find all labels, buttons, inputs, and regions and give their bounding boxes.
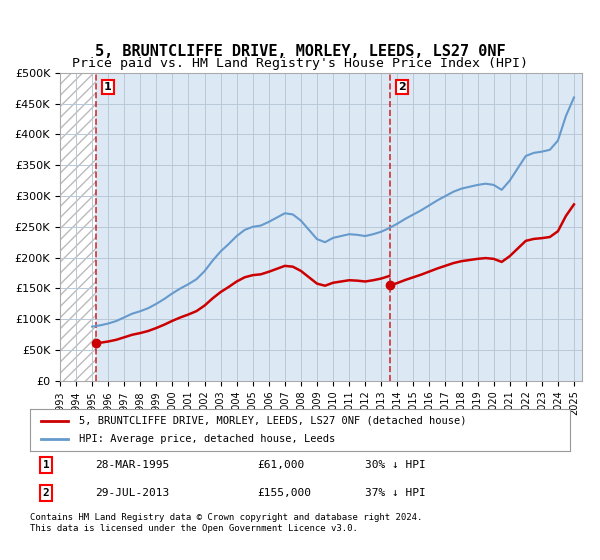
Text: 2: 2 [398, 82, 406, 92]
Text: HPI: Average price, detached house, Leeds: HPI: Average price, detached house, Leed… [79, 434, 335, 444]
Text: 30% ↓ HPI: 30% ↓ HPI [365, 460, 425, 470]
Text: Price paid vs. HM Land Registry's House Price Index (HPI): Price paid vs. HM Land Registry's House … [72, 57, 528, 70]
Text: 1: 1 [43, 460, 50, 470]
Text: 5, BRUNTCLIFFE DRIVE, MORLEY, LEEDS, LS27 0NF (detached house): 5, BRUNTCLIFFE DRIVE, MORLEY, LEEDS, LS2… [79, 416, 466, 426]
Text: 37% ↓ HPI: 37% ↓ HPI [365, 488, 425, 498]
Text: 5, BRUNTCLIFFE DRIVE, MORLEY, LEEDS, LS27 0NF: 5, BRUNTCLIFFE DRIVE, MORLEY, LEEDS, LS2… [95, 44, 505, 59]
Text: £155,000: £155,000 [257, 488, 311, 498]
Text: £61,000: £61,000 [257, 460, 304, 470]
Text: Contains HM Land Registry data © Crown copyright and database right 2024.: Contains HM Land Registry data © Crown c… [30, 513, 422, 522]
Text: This data is licensed under the Open Government Licence v3.0.: This data is licensed under the Open Gov… [30, 524, 358, 533]
Text: 29-JUL-2013: 29-JUL-2013 [95, 488, 169, 498]
Text: 2: 2 [43, 488, 50, 498]
Text: 28-MAR-1995: 28-MAR-1995 [95, 460, 169, 470]
Bar [60, 73, 96, 381]
Text: 1: 1 [104, 82, 112, 92]
